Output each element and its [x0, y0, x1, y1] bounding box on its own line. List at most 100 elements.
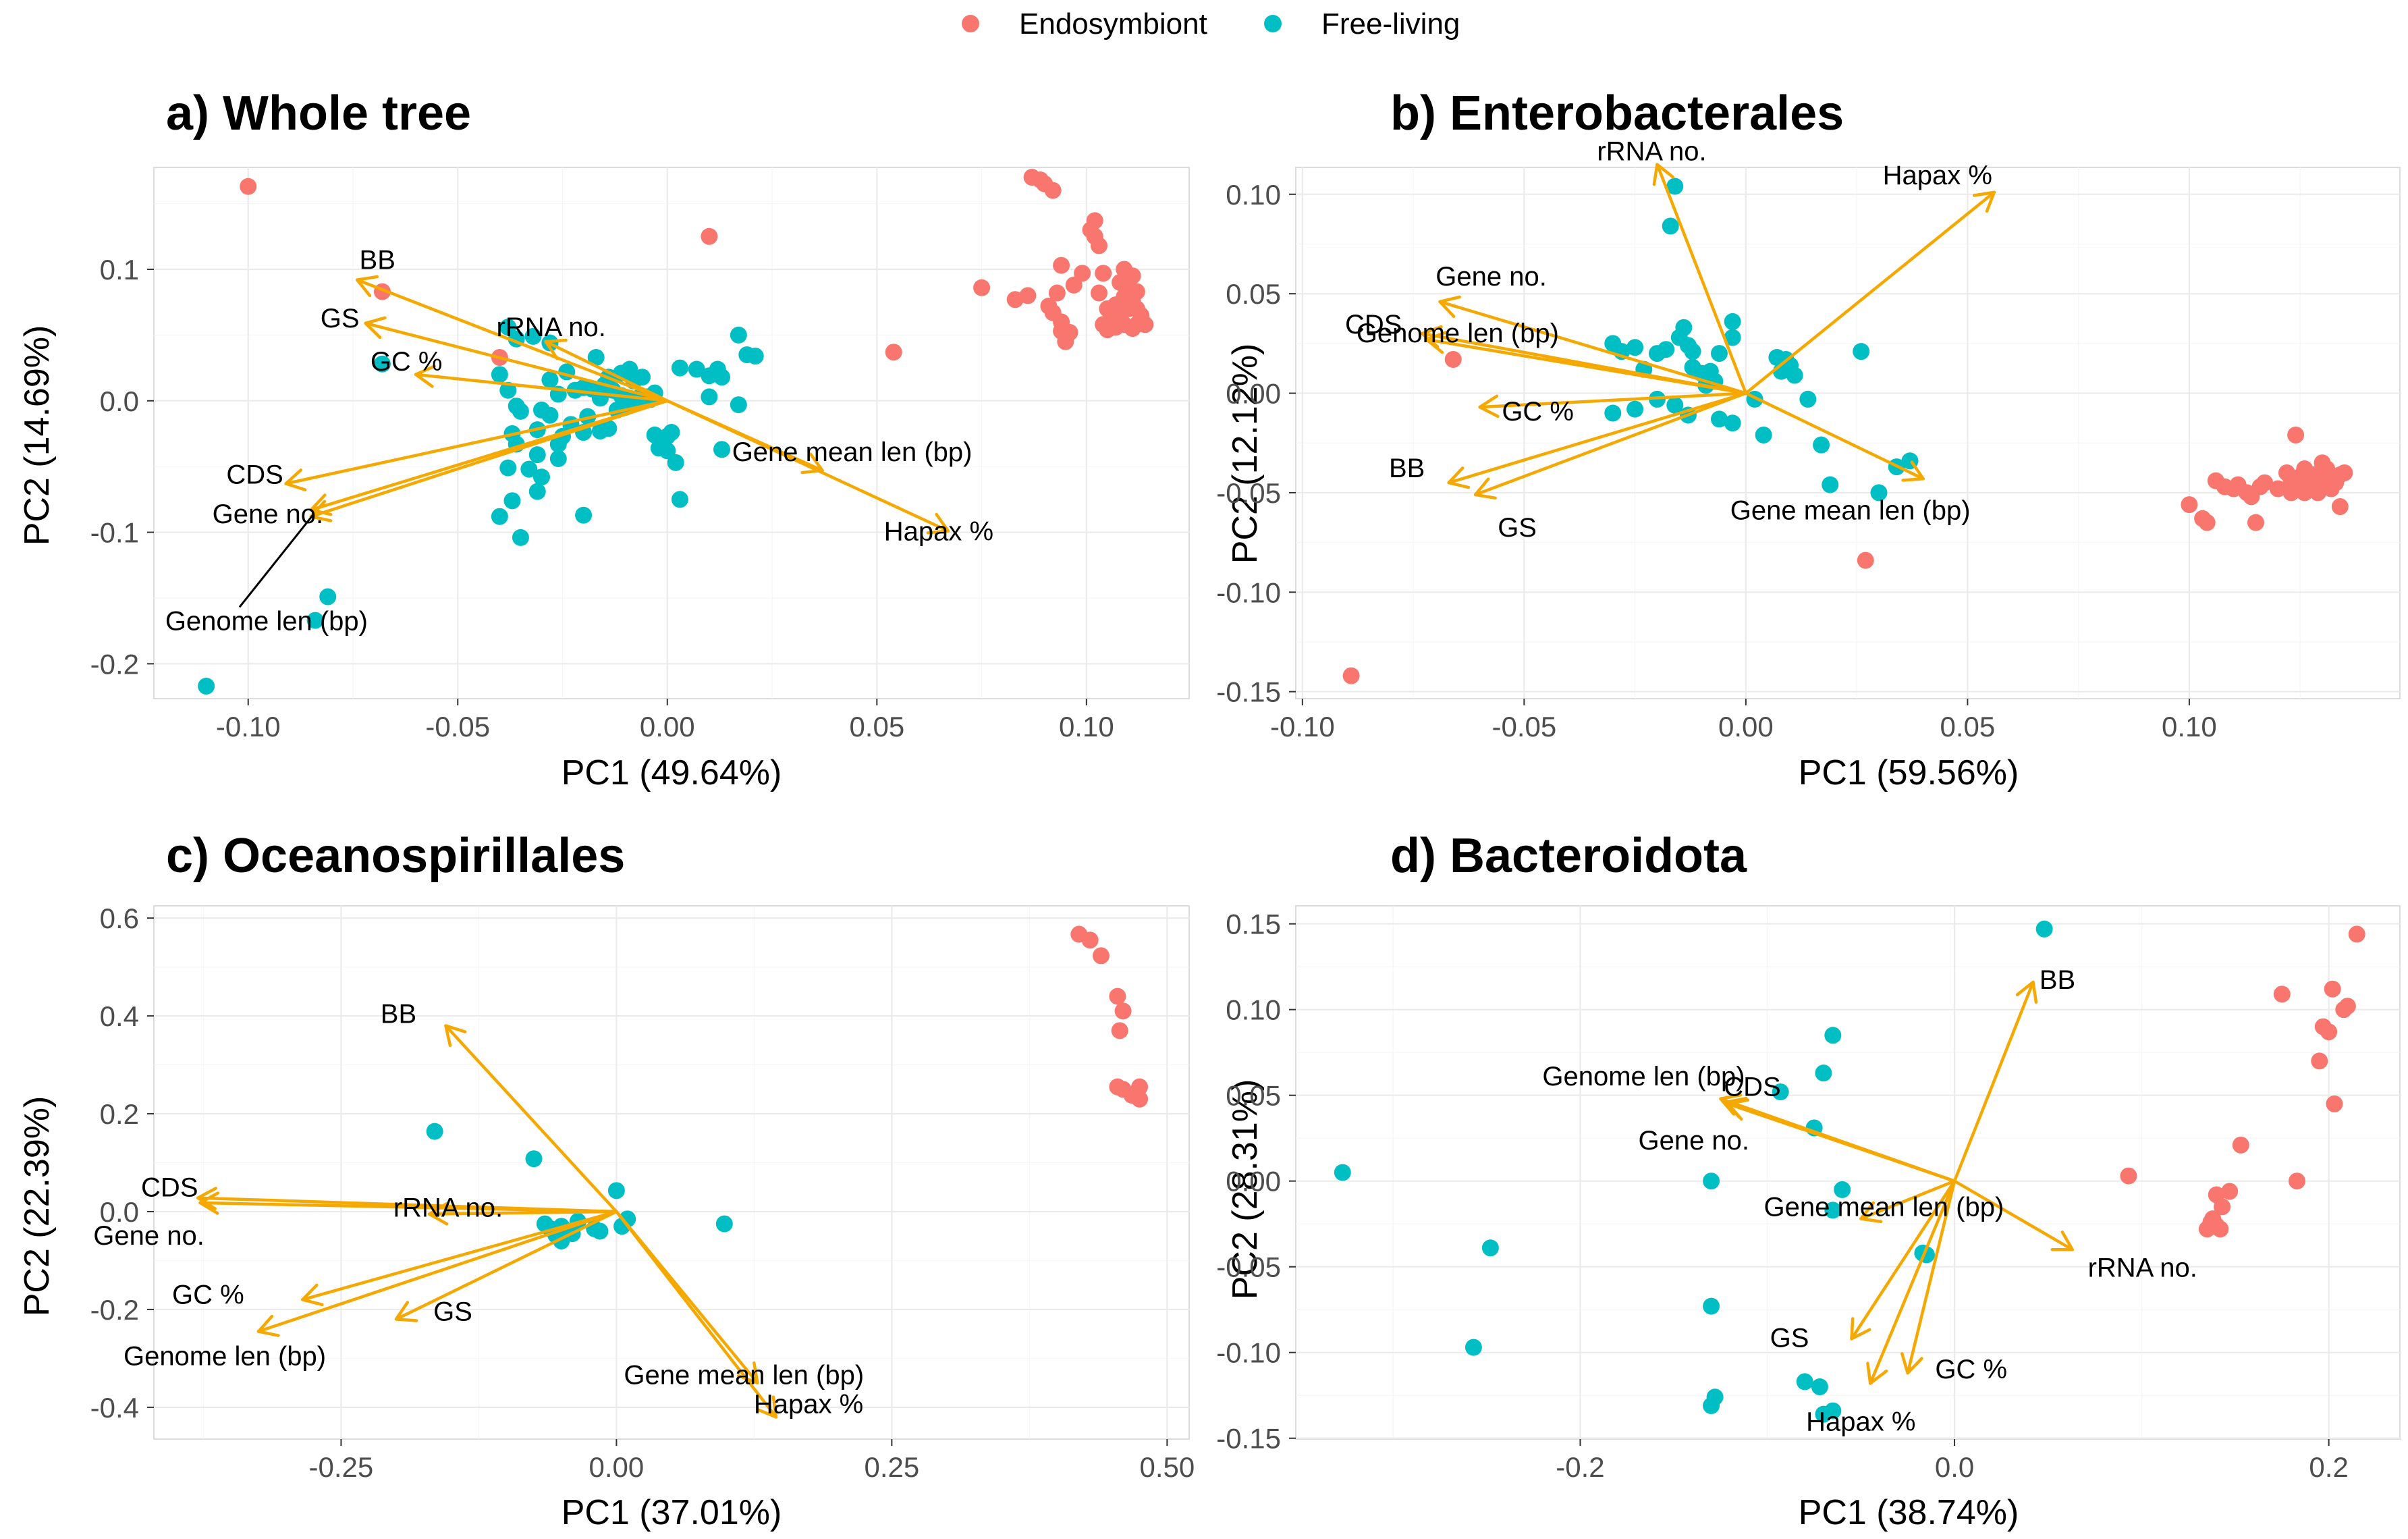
- panel-a-point-free-living: [688, 360, 705, 378]
- panel-b-point-endosymbiont: [2181, 496, 2198, 514]
- panel-d-point-endosymbiont: [2120, 1167, 2137, 1185]
- panel-b-arrow-label-rrna-no: rRNA no.: [1597, 137, 1706, 167]
- panel-b-y-tick-label: 0.00: [1226, 378, 1281, 410]
- panel-b-x-tick-label: -0.10: [1270, 711, 1335, 742]
- panel-a-point-free-living: [659, 442, 676, 460]
- panel-b-point-endosymbiont: [1444, 350, 1462, 368]
- panel-d-y-axis-title: PC2 (28.31%): [1226, 1079, 1265, 1300]
- panel-d-point-endosymbiont: [2202, 1214, 2220, 1231]
- panel-d-point-free-living: [1796, 1373, 1813, 1390]
- panel-d-y-tick-label: -0.05: [1216, 1251, 1281, 1283]
- panel-d-arrow-rrna-no-head: [2050, 1231, 2074, 1251]
- panel-d-arrow-label-cds: CDS: [1724, 1072, 1780, 1102]
- panel-d-point-free-living: [1703, 1172, 1720, 1190]
- panel-a-arrow-label-gs: GS: [321, 304, 360, 333]
- panel-a-arrow-cds-head: [284, 468, 307, 491]
- panel-d-arrow-gene-mean-len-bp: [1859, 1179, 1956, 1220]
- panel-a-point-endosymbiont: [240, 178, 257, 195]
- panel-b-point-free-living: [1813, 436, 1830, 454]
- panel-d-point-endosymbiont: [2288, 1172, 2305, 1190]
- panel-b-arrow-genome-len-bp-head: [1425, 331, 1448, 354]
- panel-c-arrow-cds-head: [196, 1187, 217, 1210]
- panel-b-point-free-living: [1662, 217, 1679, 235]
- panel-a-arrow-gene-mean-len-bp-head: [800, 452, 824, 475]
- panel-b-arrow-label-gc: GC %: [1502, 397, 1574, 427]
- panel-c-x-tick-label: 0.25: [865, 1451, 920, 1483]
- panel-b-arrow-gc: [1478, 392, 1748, 409]
- panel-a-point-free-living: [499, 459, 517, 477]
- panel-a-x-tick-label: -0.10: [216, 711, 281, 742]
- panel-d-arrow-genome-len-bp-head: [1719, 1093, 1743, 1116]
- panel-a-point-free-living: [524, 327, 542, 345]
- panel-b-point-free-living: [1710, 410, 1728, 428]
- panel-d-point-free-living: [1834, 1181, 1851, 1198]
- panel-a-arrow-bb: [355, 278, 669, 403]
- panel-b-point-free-living: [1675, 319, 1693, 336]
- panel-d-y-tick-label: -0.15: [1216, 1423, 1281, 1455]
- panel-d-point-free-living: [2035, 920, 2053, 938]
- panel-a-point-endosymbiont: [973, 279, 991, 296]
- panel-c-arrow-label-cds: CDS: [141, 1173, 198, 1203]
- panel-a-point-free-living: [646, 426, 663, 443]
- panel-c-point-free-living: [426, 1123, 443, 1140]
- panel-b-arrow-genome-len-bp: [1425, 338, 1748, 395]
- panel-a-y-tick-label: -0.1: [90, 517, 139, 549]
- panel-a-point-endosymbiont: [1074, 265, 1091, 282]
- panel-a-label-leader-line: [238, 513, 315, 608]
- panel-b-point-free-living: [1666, 178, 1684, 195]
- panel-a-point-free-living: [621, 360, 638, 378]
- panel-a-point-endosymbiont: [1107, 319, 1124, 336]
- panel-b-plot: -0.10 -0.05 0.00 0.05 0.10-0.15-0.10-0.050.0…: [1216, 137, 2401, 742]
- panel-b-loading-arrows: [1421, 163, 1996, 500]
- panel-d-arrow-label-bb: BB: [2040, 965, 2075, 995]
- panel-a-point-free-living: [600, 420, 618, 437]
- panel-a-point-free-living: [319, 588, 337, 605]
- panel-c-arrow-hapax-head: [755, 1395, 778, 1419]
- panel-c-x-tick-label: 0.50: [1139, 1451, 1195, 1483]
- panel-d-point-endosymbiont: [2273, 986, 2291, 1003]
- panel-b-y-tick-label: 0.10: [1226, 179, 1281, 211]
- panel-c-y-axis-title: PC2 (22.39%): [18, 1096, 57, 1317]
- panel-d-arrow-gs-head: [1850, 1317, 1871, 1341]
- panel-a-point-free-living: [671, 491, 688, 508]
- panel-c-arrow-label-gene-no: Gene no.: [93, 1221, 204, 1251]
- panel-b-arrow-label-bb: BB: [1389, 454, 1425, 483]
- panel-d-y-tick-label: -0.10: [1216, 1337, 1281, 1369]
- panel-d-point-endosymbiont: [2221, 1183, 2239, 1200]
- panel-b-point-endosymbiont: [1857, 551, 1874, 569]
- panel-c-arrow-gene-no: [198, 1201, 618, 1214]
- panel-a-point-free-living: [528, 446, 546, 464]
- panel-b-point-free-living: [1626, 400, 1644, 418]
- panel-a-point-free-living: [503, 492, 521, 510]
- panel-a-arrow-label-hapax: Hapax %: [884, 517, 993, 547]
- panel-c-arrow-label-genome-len-bp: Genome len (bp): [124, 1342, 326, 1372]
- legend-free-living-marker: [1264, 15, 1282, 32]
- panel-b-point-free-living: [1724, 414, 1741, 432]
- panel-a-arrow-cds: [284, 399, 669, 485]
- panel-c-arrow-genome-len-bp: [256, 1210, 618, 1333]
- panel-d-point-free-living: [1815, 1064, 1832, 1082]
- panel-c-point-free-living: [715, 1215, 733, 1233]
- panel-c-point-free-living: [525, 1150, 543, 1168]
- panel-a-point-free-living: [512, 402, 529, 420]
- panel-a-x-tick-label: 0.10: [1059, 711, 1114, 742]
- panel-b-point-endosymbiont: [2287, 426, 2305, 443]
- panel-a-y-tick-label: 0.1: [100, 254, 139, 286]
- panel-c-arrow-label-gs: GS: [433, 1297, 472, 1326]
- panel-b: b) Enterobacterales PC1 (59.56%) PC2 (12…: [1226, 86, 2019, 792]
- panel-d-arrow-gs: [1850, 1179, 1956, 1341]
- panel-d-arrow-bb: [1952, 980, 2035, 1183]
- panel-a-point-free-living: [663, 424, 680, 441]
- panel-d-arrow-hapax-head: [1866, 1361, 1888, 1385]
- panel-c-arrow-label-hapax: Hapax %: [754, 1389, 863, 1419]
- panel-b-arrow-gene-no: [1438, 300, 1748, 395]
- panel-c-arrow-label-gene-mean-len-bp: Gene mean len (bp): [624, 1361, 864, 1390]
- panel-b-arrow-label-gene-no: Gene no.: [1435, 262, 1547, 292]
- panel-b-point-endosymbiont: [2247, 514, 2264, 531]
- panel-b-x-tick-label: 0.10: [2162, 711, 2217, 742]
- panel-c-arrow-label-bb: BB: [381, 1000, 416, 1029]
- panel-b-arrow-label-gs: GS: [1498, 513, 1537, 543]
- panel-d-arrow-hapax: [1869, 1179, 1956, 1385]
- panel-a-point-free-living: [730, 396, 747, 414]
- panel-b-arrow-hapax: [1744, 190, 1996, 395]
